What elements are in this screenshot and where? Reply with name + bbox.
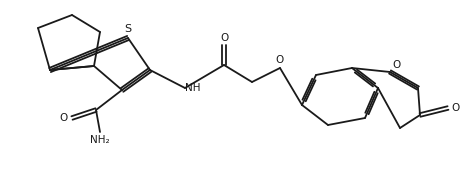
Text: S: S (124, 24, 131, 34)
Text: O: O (220, 33, 228, 43)
Text: O: O (60, 113, 68, 123)
Text: NH: NH (185, 83, 200, 93)
Text: O: O (276, 55, 284, 65)
Text: O: O (451, 103, 459, 113)
Text: O: O (392, 60, 400, 70)
Text: NH₂: NH₂ (90, 135, 110, 145)
